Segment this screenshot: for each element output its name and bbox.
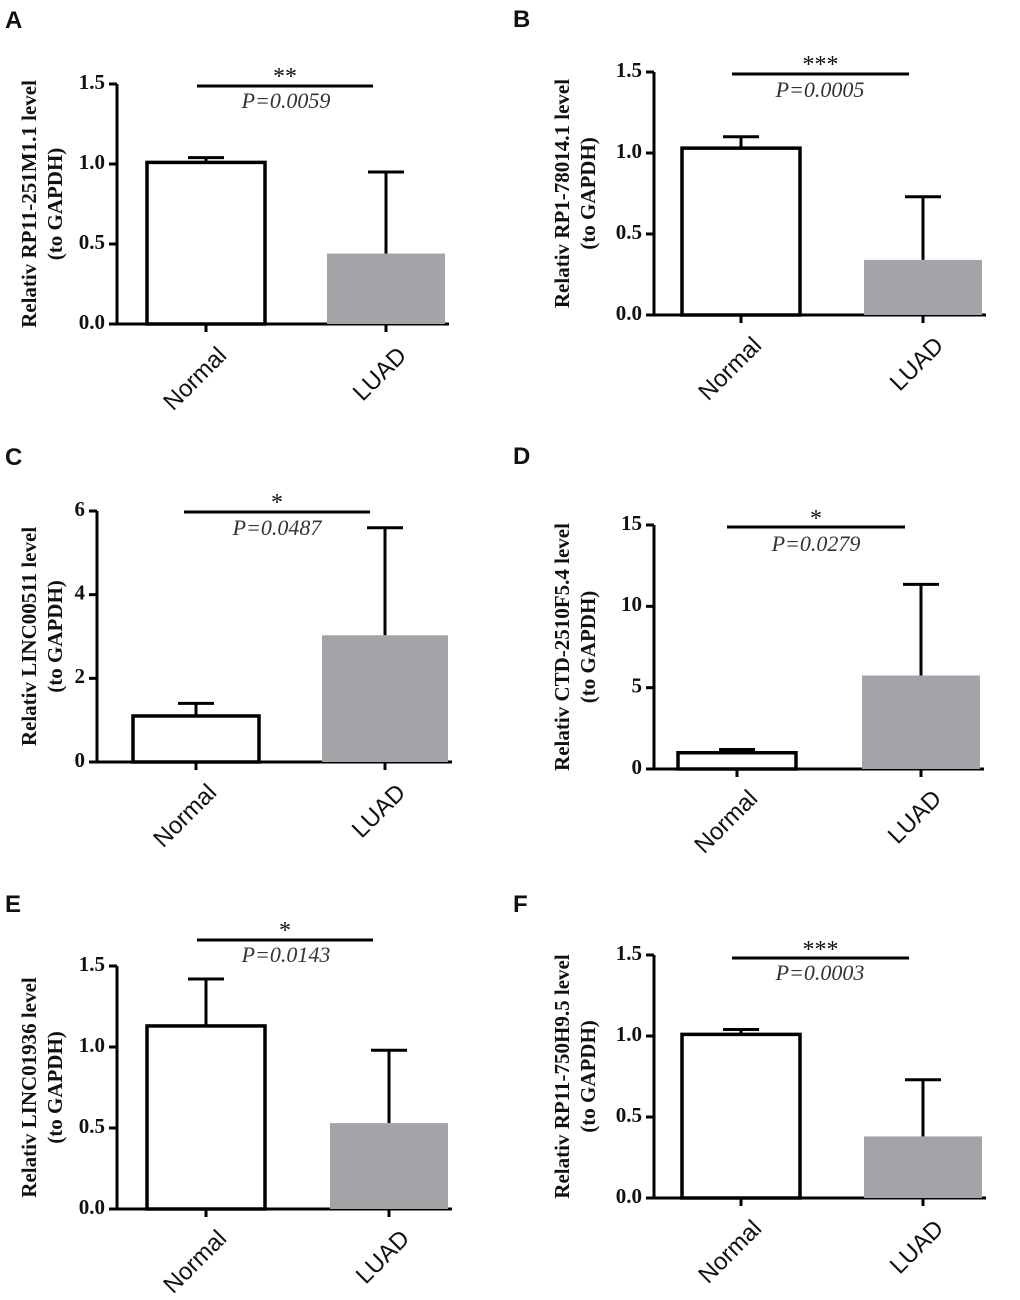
y-tick-label-b-2: 1.0 <box>616 139 642 163</box>
y-tick-label-d-1: 5 <box>632 673 643 697</box>
y-axis-title-a: Relativ RP11-251M1.1 level <box>17 80 41 328</box>
y-tick-label-a-2: 1.0 <box>79 150 105 174</box>
category-label-b-normal: Normal <box>693 332 767 406</box>
bar-d-luad <box>862 675 980 769</box>
y-tick-label-b-3: 1.5 <box>616 58 642 82</box>
y-tick-label-d-3: 15 <box>621 511 642 535</box>
panel-label-f: F <box>513 891 528 918</box>
y-tick-label-f-0: 0.0 <box>616 1184 642 1208</box>
y-tick-label-c-3: 6 <box>75 497 86 521</box>
y-tick-label-f-3: 1.5 <box>616 941 642 965</box>
category-label-b-luad: LUAD <box>885 332 949 396</box>
significance-stars-b: *** <box>803 52 839 78</box>
y-tick-label-f-2: 1.0 <box>616 1022 642 1046</box>
panel-label-a: A <box>5 7 22 34</box>
significance-stars-a: ** <box>273 64 297 90</box>
panel-label-e: E <box>5 891 21 918</box>
y-tick-label-e-1: 0.5 <box>79 1114 105 1138</box>
y-axis-title-d: Relativ CTD-2510F5.4 level <box>550 523 574 771</box>
significance-stars-f: *** <box>803 937 839 963</box>
p-value-e: P=0.0143 <box>241 942 331 967</box>
y-tick-label-c-1: 2 <box>75 664 86 688</box>
y-axis-subtitle-d: (to GAPDH) <box>576 591 600 704</box>
y-tick-label-a-1: 0.5 <box>79 230 105 254</box>
y-tick-label-b-0: 0.0 <box>616 301 642 325</box>
category-label-a-luad: LUAD <box>348 342 412 406</box>
y-tick-label-a-3: 1.5 <box>79 70 105 94</box>
bar-e-luad <box>330 1123 448 1209</box>
bar-d-normal <box>676 750 798 771</box>
p-value-a: P=0.0059 <box>241 88 331 113</box>
y-tick-label-f-1: 0.5 <box>616 1103 642 1127</box>
panel-label-d: D <box>513 443 530 470</box>
category-label-e-normal: Normal <box>158 1225 232 1299</box>
category-label-c-luad: LUAD <box>347 779 411 843</box>
bar-b-normal <box>680 146 802 317</box>
bar-b-luad <box>864 259 982 315</box>
category-label-d-normal: Normal <box>689 785 763 859</box>
category-label-f-luad: LUAD <box>885 1215 949 1279</box>
y-axis-title-c: Relativ LINC00511 level <box>17 527 41 746</box>
category-label-a-normal: Normal <box>158 342 232 416</box>
y-tick-label-d-2: 10 <box>621 592 642 616</box>
bar-f-luad <box>864 1136 982 1198</box>
category-label-c-normal: Normal <box>148 779 222 853</box>
y-tick-label-d-0: 0 <box>632 755 643 779</box>
bar-c-normal <box>131 714 261 764</box>
y-tick-label-b-1: 0.5 <box>616 220 642 244</box>
p-value-c: P=0.0487 <box>232 515 323 540</box>
y-axis-title-b: Relativ RP1-78014.1 level <box>550 79 574 308</box>
y-axis-title-e: Relativ LINC01936 level <box>17 977 41 1198</box>
bar-f-normal <box>680 1032 802 1200</box>
y-tick-label-e-2: 1.0 <box>79 1033 105 1057</box>
p-value-b: P=0.0005 <box>775 77 865 102</box>
bar-c-luad <box>322 635 448 762</box>
bar-a-normal <box>145 160 267 326</box>
y-axis-subtitle-b: (to GAPDH) <box>576 137 600 250</box>
significance-stars-d: * <box>810 506 822 532</box>
significance-stars-e: * <box>279 918 291 944</box>
bar-e-normal <box>145 1024 267 1211</box>
y-tick-label-c-0: 0 <box>75 748 86 772</box>
y-tick-label-c-2: 4 <box>75 580 86 604</box>
y-axis-subtitle-f: (to GAPDH) <box>576 1020 600 1133</box>
y-tick-label-a-0: 0.0 <box>79 310 105 334</box>
category-label-d-luad: LUAD <box>883 785 947 849</box>
y-axis-subtitle-e: (to GAPDH) <box>43 1031 67 1144</box>
significance-stars-c: * <box>271 490 283 516</box>
y-tick-label-e-3: 1.5 <box>79 952 105 976</box>
y-axis-title-f: Relativ RP11-750H9.5 level <box>550 954 574 1199</box>
panel-label-c: C <box>5 444 22 471</box>
y-axis-subtitle-c: (to GAPDH) <box>43 580 67 693</box>
category-label-f-normal: Normal <box>693 1215 767 1289</box>
y-tick-label-e-0: 0.0 <box>79 1195 105 1219</box>
y-axis-subtitle-a: (to GAPDH) <box>43 148 67 261</box>
p-value-d: P=0.0279 <box>771 531 861 556</box>
p-value-f: P=0.0003 <box>775 960 865 985</box>
category-label-e-luad: LUAD <box>351 1225 415 1289</box>
bar-a-luad <box>327 253 445 324</box>
panel-label-b: B <box>513 6 530 33</box>
